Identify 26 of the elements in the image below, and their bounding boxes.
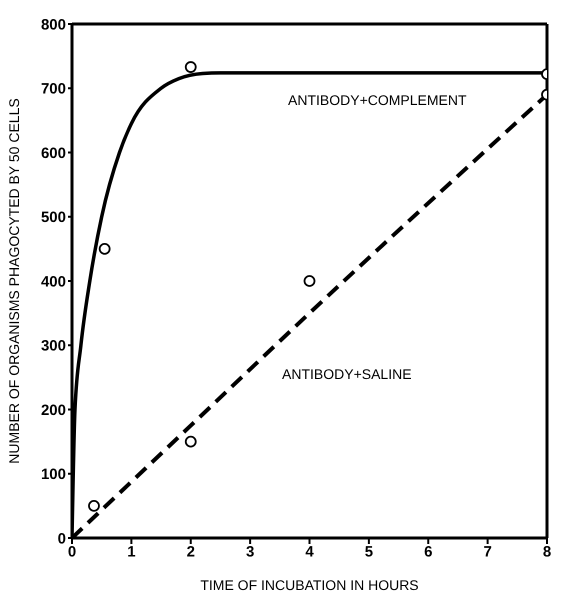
x-tick-label: 4 [305,544,314,561]
x-tick-label: 1 [127,544,136,561]
y-tick-label: 100 [40,466,66,484]
y-tick-label: 500 [40,209,66,226]
annotation: ANTIBODY+SALINE [282,366,412,382]
y-tick-label: 800 [40,16,66,34]
x-tick-label: 5 [364,544,374,561]
y-tick-label: 0 [58,530,66,548]
annotation: ANTIBODY+COMPLEMENT [288,92,467,108]
y-tick-label: 600 [40,144,66,162]
y-tick-label: 400 [40,273,66,290]
y-tick-label: 300 [40,338,66,355]
y-axis-title: NUMBER OF ORGANISMS PHAGOCYTED BY 50 CELLS [6,98,22,464]
point [184,61,197,73]
x-tick-label: 3 [246,544,254,561]
x-axis-title: TIME OF INCUBATION IN HOURS [200,577,419,593]
point [304,275,316,287]
y-tick-label: 200 [40,402,66,419]
x-tick-label: 6 [424,544,432,561]
point [184,436,197,448]
x-tick-label: 8 [542,544,552,561]
point [88,500,100,512]
x-tick-label: 2 [186,544,195,561]
x-tick-label: 7 [483,544,492,561]
point [98,242,111,255]
y-tick-label: 700 [40,80,66,98]
